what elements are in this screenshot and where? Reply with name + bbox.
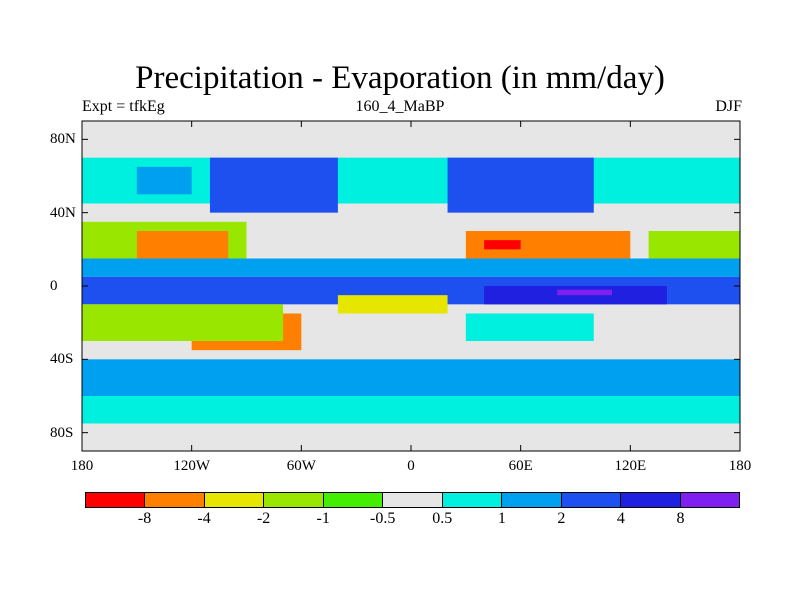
contour-region — [484, 240, 521, 250]
colorbar-label: -0.5 — [370, 510, 396, 527]
colorbar-label: -8 — [137, 510, 152, 527]
contour-region — [82, 258, 740, 277]
colorbar-swatch — [383, 493, 443, 507]
colorbar-swatch — [442, 493, 503, 507]
colorbar-label: 4 — [616, 510, 625, 527]
colorbar-label: 1 — [497, 510, 506, 527]
colorbar-swatch — [680, 493, 739, 507]
colorbar-swatch — [621, 493, 681, 507]
season-label: DJF — [715, 98, 742, 115]
colorbar-swatch — [561, 493, 622, 507]
colorbar-label: 8 — [676, 510, 685, 527]
colorbar-label: 2 — [557, 510, 566, 527]
plot-title: Precipitation - Evaporation (in mm/day) — [135, 60, 665, 96]
contour-region — [337, 295, 448, 314]
contour-region — [447, 157, 594, 213]
lat-tick-label: 40S — [50, 351, 74, 368]
contour-region — [648, 231, 740, 259]
colorbar-swatch — [264, 493, 324, 507]
colorbar-swatch — [204, 493, 265, 507]
colorbar-label: -1 — [316, 510, 330, 527]
lat-tick-label: 0 — [50, 278, 58, 294]
colorbar-swatch — [323, 493, 384, 507]
contour-region — [557, 289, 613, 296]
period-label: 160_4_MaBP — [355, 98, 445, 115]
colorbar-label: -2 — [256, 510, 271, 527]
lat-tick-label: 80S — [50, 424, 74, 441]
lon-tick-label: 60W — [286, 458, 316, 474]
colorbar-swatch — [502, 493, 562, 507]
lat-tick-label: 40N — [50, 204, 76, 221]
lon-tick-label: 180 — [728, 458, 752, 474]
colorbar-label: 0.5 — [432, 510, 453, 527]
contour-region — [209, 157, 338, 213]
colorbar-swatch — [86, 493, 146, 507]
colorbar-swatch — [145, 493, 205, 507]
contour-region — [484, 286, 667, 305]
contour-region — [136, 231, 229, 259]
contour-region — [82, 157, 740, 204]
lat-tick-label: 80N — [50, 131, 76, 148]
experiment-label: Expt = tfkEg — [82, 98, 165, 115]
colorbar — [85, 492, 740, 508]
contour-region — [136, 166, 192, 195]
contour-region — [465, 313, 594, 341]
contour-region — [82, 359, 740, 396]
contour-region — [82, 396, 740, 424]
lon-tick-label: 0 — [407, 458, 415, 474]
lon-tick-label: 60E — [508, 458, 533, 474]
lon-tick-label: 180 — [70, 458, 94, 474]
lon-tick-label: 120W — [173, 458, 210, 474]
colorbar-label: -4 — [197, 510, 211, 527]
contour-region — [82, 304, 284, 341]
lon-tick-label: 120E — [614, 458, 647, 474]
